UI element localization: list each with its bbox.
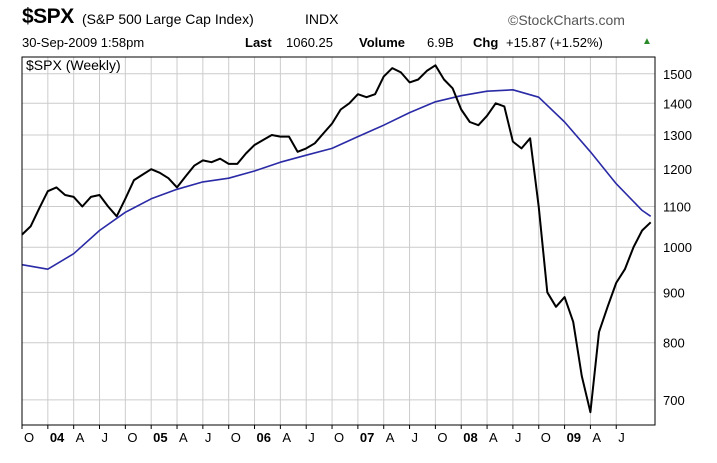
moving-average-line <box>21 89 652 270</box>
chart-grid <box>21 57 655 425</box>
x-tick-label: 09 <box>567 430 581 445</box>
plot-frame <box>21 56 656 426</box>
x-tick-label: J <box>102 430 109 445</box>
x-tick-label: O <box>541 430 551 445</box>
chg-label: Chg <box>473 35 499 50</box>
exchange-label: INDX <box>305 11 339 27</box>
quote-bar: 30-Sep-2009 1:58pm Last 1060.25 Volume 6… <box>22 35 662 51</box>
x-tick-label: O <box>127 430 137 445</box>
last-value: 1060.25 <box>286 35 333 50</box>
x-tick-label: A <box>76 430 85 445</box>
x-tick-label: J <box>412 430 419 445</box>
x-axis: O 04 A J O 05 A J O 06 A J O 07 A J O 08 A J O 09 A J <box>21 425 625 445</box>
index-name: (S&P 500 Large Cap Index) <box>82 11 254 27</box>
x-tick-label: 07 <box>360 430 374 445</box>
y-tick-label: 900 <box>663 285 685 300</box>
ticker-symbol: $SPX <box>22 5 74 28</box>
x-tick-label: A <box>489 430 498 445</box>
y-tick-label: 1500 <box>663 67 692 82</box>
x-tick-label: J <box>308 430 315 445</box>
x-tick-label: 08 <box>463 430 477 445</box>
x-tick-label: J <box>205 430 212 445</box>
x-tick-label: A <box>282 430 291 445</box>
y-tick-label: 1300 <box>663 128 692 143</box>
up-arrow-icon: ▲ <box>642 36 652 47</box>
y-tick-label: 1100 <box>663 199 691 214</box>
quote-datetime: 30-Sep-2009 1:58pm <box>22 35 145 50</box>
y-tick-label: 1000 <box>663 240 692 255</box>
price-series-line <box>21 64 652 414</box>
volume-label: Volume <box>359 35 405 50</box>
x-tick-label: J <box>515 430 522 445</box>
x-tick-label: A <box>179 430 188 445</box>
brand-watermark: ©StockCharts.com <box>508 12 625 28</box>
x-tick-label: 06 <box>257 430 271 445</box>
y-tick-label: 1400 <box>663 96 692 111</box>
plot-title: $SPX (Weekly) <box>26 57 121 73</box>
x-tick-label: A <box>592 430 601 445</box>
chg-value: +15.87 (+1.52%) <box>506 35 603 50</box>
x-tick-label: O <box>231 430 241 445</box>
x-tick-label: O <box>437 430 447 445</box>
chart-header: $SPX (S&P 500 Large Cap Index) INDX ©Sto… <box>22 5 662 29</box>
x-tick-label: O <box>334 430 344 445</box>
y-tick-label: 1200 <box>663 162 692 177</box>
y-tick-label: 700 <box>663 393 685 408</box>
x-tick-label: 04 <box>50 430 65 445</box>
y-tick-label: 800 <box>663 336 685 351</box>
x-tick-label: A <box>386 430 395 445</box>
volume-value: 6.9B <box>427 35 454 50</box>
x-tick-label: O <box>24 430 34 445</box>
chart-series-layer <box>21 64 652 414</box>
y-axis: 700 800 900 1000 1100 1200 1300 1400 1500 <box>663 67 692 408</box>
last-label: Last <box>245 35 272 50</box>
x-tick-label: 05 <box>153 430 167 445</box>
x-tick-label: J <box>618 430 625 445</box>
